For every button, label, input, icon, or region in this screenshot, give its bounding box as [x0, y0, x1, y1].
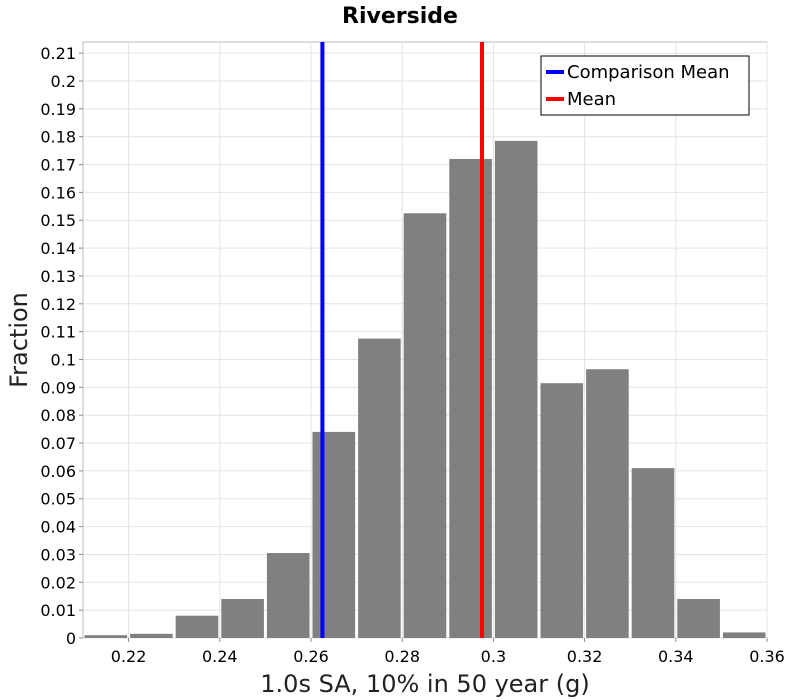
y-tick-label: 0.07 — [40, 434, 76, 453]
histogram-bar-5 — [266, 553, 310, 638]
y-tick-label: 0 — [66, 629, 76, 648]
histogram-bar-8 — [403, 213, 447, 638]
y-tick-label: 0.06 — [40, 462, 76, 481]
histogram-bar-15 — [722, 632, 766, 638]
bars — [84, 140, 766, 639]
mean-lines — [320, 42, 484, 638]
y-tick-label: 0.21 — [40, 44, 76, 63]
histogram-bar-7 — [358, 338, 401, 638]
y-tick-label: 0.18 — [40, 128, 76, 147]
legend: Comparison Mean Mean — [540, 55, 750, 116]
x-axis-ticks: 0.22 0.24 0.26 0.28 0.3 0.32 0.34 0.36 — [111, 638, 785, 666]
y-tick-label: 0.1 — [51, 350, 76, 369]
y-tick-label: 0.08 — [40, 406, 76, 425]
x-axis-label: 1.0s SA, 10% in 50 year (g) — [260, 670, 589, 698]
x-tick-label: 0.34 — [658, 647, 694, 666]
histogram-bar-1 — [84, 635, 128, 638]
y-tick-label: 0.05 — [40, 490, 76, 509]
y-tick-label: 0.2 — [51, 72, 76, 91]
x-tick-label: 0.22 — [111, 647, 147, 666]
x-tick-label: 0.32 — [567, 647, 603, 666]
histogram-bar-13 — [631, 468, 675, 638]
legend-label-comparison-mean: Comparison Mean — [567, 62, 730, 83]
y-tick-label: 0.16 — [40, 183, 76, 202]
histogram-bar-4 — [221, 599, 264, 638]
y-axis-ticks: 0 0.01 0.02 0.03 0.04 0.05 0.06 0.07 0.08 0.09 0.1… — [40, 44, 83, 648]
y-tick-label: 0.13 — [40, 267, 76, 286]
histogram-bar-6 — [312, 431, 356, 638]
histogram-bar-3 — [175, 615, 219, 638]
histogram-bar-11 — [540, 383, 584, 638]
y-tick-label: 0.17 — [40, 156, 76, 175]
y-tick-label: 0.04 — [40, 518, 76, 537]
histogram-bar-2 — [130, 633, 173, 638]
y-tick-label: 0.12 — [40, 295, 76, 314]
x-tick-label: 0.26 — [293, 647, 329, 666]
y-tick-label: 0.03 — [40, 545, 76, 564]
y-tick-label: 0.11 — [40, 323, 76, 342]
x-tick-label: 0.3 — [481, 647, 506, 666]
legend-label-mean: Mean — [567, 89, 616, 110]
x-tick-label: 0.24 — [202, 647, 238, 666]
y-tick-label: 0.14 — [40, 239, 76, 258]
y-tick-label: 0.01 — [40, 601, 76, 620]
histogram-bar-10 — [494, 140, 538, 639]
x-tick-label: 0.36 — [749, 647, 785, 666]
histogram-bar-12 — [586, 369, 629, 638]
histogram-bar-9 — [449, 158, 492, 638]
y-tick-label: 0.15 — [40, 211, 76, 230]
legend-box — [540, 55, 750, 116]
y-tick-label: 0.19 — [40, 100, 76, 119]
chart-title: Riverside — [342, 4, 458, 29]
y-tick-label: 0.02 — [40, 573, 76, 592]
y-axis-label: Fraction — [5, 292, 33, 388]
histogram-bar-14 — [677, 599, 720, 638]
y-tick-label: 0.09 — [40, 378, 76, 397]
x-tick-label: 0.28 — [384, 647, 420, 666]
